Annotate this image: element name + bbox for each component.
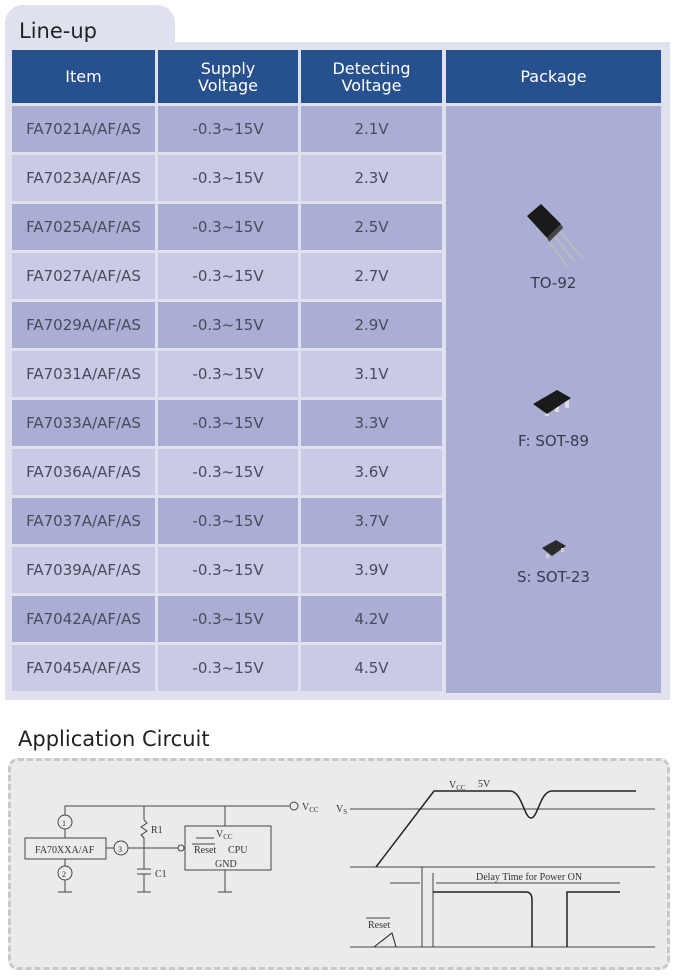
- table-cell-supply: -0.3~15V: [158, 155, 298, 201]
- application-circuit-title: Application Circuit: [18, 727, 210, 751]
- cpu-reset-label: Reset: [194, 845, 216, 856]
- header-supply-line2: Voltage: [197, 75, 258, 95]
- table-cell-detect: 2.1V: [301, 106, 442, 152]
- timing-vcc-label: VCC: [449, 780, 466, 792]
- vs-label: VS: [336, 804, 347, 816]
- header-supply-line1: Supply: [200, 58, 256, 78]
- table-cell-supply: -0.3~15V: [158, 596, 298, 642]
- package-cell: TO-92 F: SOT-89 S: SOT-23: [446, 106, 661, 693]
- pin3-label: 3: [118, 845, 122, 854]
- header-package: Package: [446, 50, 661, 103]
- package-label-sot89: F: SOT-89: [518, 432, 589, 450]
- table-cell-supply: -0.3~15V: [158, 302, 298, 348]
- table-cell-detect: 3.1V: [301, 351, 442, 397]
- table-cell-supply: -0.3~15V: [158, 253, 298, 299]
- table-cell-item: FA7021A/AF/AS: [12, 106, 155, 152]
- header-item: Item: [12, 50, 155, 103]
- vcc-level-label: 5V: [478, 779, 491, 790]
- r1-label: R1: [151, 825, 163, 836]
- table-cell-detect: 3.3V: [301, 400, 442, 446]
- sot23-package-icon: [542, 540, 566, 558]
- table-cell-detect: 4.2V: [301, 596, 442, 642]
- to92-package-icon: [527, 204, 584, 267]
- pin1-label: 1: [62, 819, 66, 828]
- table-cell-detect: 3.6V: [301, 449, 442, 495]
- table-cell-detect: 2.9V: [301, 302, 442, 348]
- table-cell-item: FA7023A/AF/AS: [12, 155, 155, 201]
- table-cell-detect: 2.5V: [301, 204, 442, 250]
- table-cell-item: FA7025A/AF/AS: [12, 204, 155, 250]
- cpu-vcc-label: VCC: [216, 829, 233, 841]
- table-cell-supply: -0.3~15V: [158, 645, 298, 691]
- table-cell-item: FA7036A/AF/AS: [12, 449, 155, 495]
- vcc-terminal: [289, 801, 299, 811]
- table-cell-supply: -0.3~15V: [158, 449, 298, 495]
- cpu-box: [184, 825, 272, 871]
- table-cell-item: FA7033A/AF/AS: [12, 400, 155, 446]
- table-cell-supply: -0.3~15V: [158, 351, 298, 397]
- application-circuit-box: [8, 758, 670, 970]
- table-cell-supply: -0.3~15V: [158, 204, 298, 250]
- table-cell-item: FA7027A/AF/AS: [12, 253, 155, 299]
- table-cell-detect: 2.3V: [301, 155, 442, 201]
- header-detecting-line1: Detecting: [332, 58, 411, 78]
- timing-reset-label: Reset: [368, 920, 390, 931]
- table-cell-detect: 3.9V: [301, 547, 442, 593]
- table-cell-item: FA7037A/AF/AS: [12, 498, 155, 544]
- table-cell-detect: 3.7V: [301, 498, 442, 544]
- header-detecting-voltage: Detecting Voltage: [301, 50, 442, 103]
- sot89-package-icon: [533, 390, 571, 416]
- vcc-rail: [64, 805, 290, 815]
- header-supply-voltage: Supply Voltage: [158, 50, 298, 103]
- table-cell-supply: -0.3~15V: [158, 400, 298, 446]
- cpu-label: CPU: [228, 845, 248, 856]
- c1-label: C1: [155, 869, 167, 880]
- table-cell-detect: 2.7V: [301, 253, 442, 299]
- table-cell-supply: -0.3~15V: [158, 547, 298, 593]
- table-cell-item: FA7045A/AF/AS: [12, 645, 155, 691]
- delay-time-label: Delay Time for Power ON: [476, 872, 582, 883]
- header-detecting-line2: Voltage: [341, 75, 402, 95]
- vcc-output-label: VCC: [302, 802, 319, 814]
- package-label-to92: TO-92: [530, 274, 577, 292]
- reset-waveform: [433, 891, 533, 947]
- table-cell-detect: 4.5V: [301, 645, 442, 691]
- table-cell-item: FA7029A/AF/AS: [12, 302, 155, 348]
- ic-label: FA70XXA/AF: [35, 845, 95, 856]
- vcc-waveform: [375, 790, 636, 868]
- table-cell-item: FA7031A/AF/AS: [12, 351, 155, 397]
- resistor-r1: [140, 819, 148, 848]
- table-cell-item: FA7042A/AF/AS: [12, 596, 155, 642]
- table-cell-supply: -0.3~15V: [158, 106, 298, 152]
- table-cell-item: FA7039A/AF/AS: [12, 547, 155, 593]
- package-label-sot23: S: SOT-23: [517, 568, 590, 586]
- pin2-label: 2: [62, 870, 66, 879]
- table-cell-supply: -0.3~15V: [158, 498, 298, 544]
- cpu-gnd-label: GND: [215, 859, 237, 870]
- lineup-title: Line-up: [19, 19, 97, 43]
